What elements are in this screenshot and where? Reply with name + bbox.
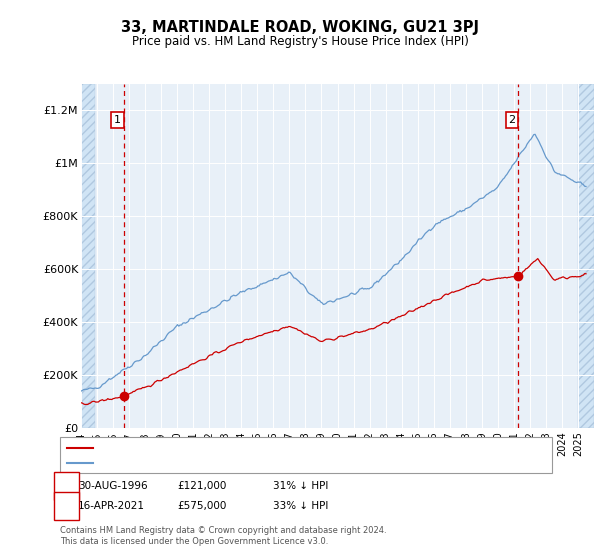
Text: Contains HM Land Registry data © Crown copyright and database right 2024.
This d: Contains HM Land Registry data © Crown c… <box>60 526 386 546</box>
Text: 33, MARTINDALE ROAD, WOKING, GU21 3PJ (detached house): 33, MARTINDALE ROAD, WOKING, GU21 3PJ (d… <box>97 443 418 452</box>
Text: 16-APR-2021: 16-APR-2021 <box>78 501 145 511</box>
Bar <box>578 84 594 428</box>
Text: £121,000: £121,000 <box>177 480 226 491</box>
Text: Price paid vs. HM Land Registry's House Price Index (HPI): Price paid vs. HM Land Registry's House … <box>131 35 469 48</box>
Text: 2: 2 <box>63 501 70 511</box>
Text: 1: 1 <box>114 115 121 125</box>
Bar <box>81 84 95 428</box>
Text: 31% ↓ HPI: 31% ↓ HPI <box>273 480 328 491</box>
Text: 30-AUG-1996: 30-AUG-1996 <box>78 480 148 491</box>
Text: 33, MARTINDALE ROAD, WOKING, GU21 3PJ: 33, MARTINDALE ROAD, WOKING, GU21 3PJ <box>121 20 479 35</box>
Text: 2: 2 <box>509 115 515 125</box>
Text: HPI: Average price, detached house, Woking: HPI: Average price, detached house, Woki… <box>97 458 328 468</box>
Text: 1: 1 <box>63 480 70 491</box>
Text: 33% ↓ HPI: 33% ↓ HPI <box>273 501 328 511</box>
Text: £575,000: £575,000 <box>177 501 226 511</box>
